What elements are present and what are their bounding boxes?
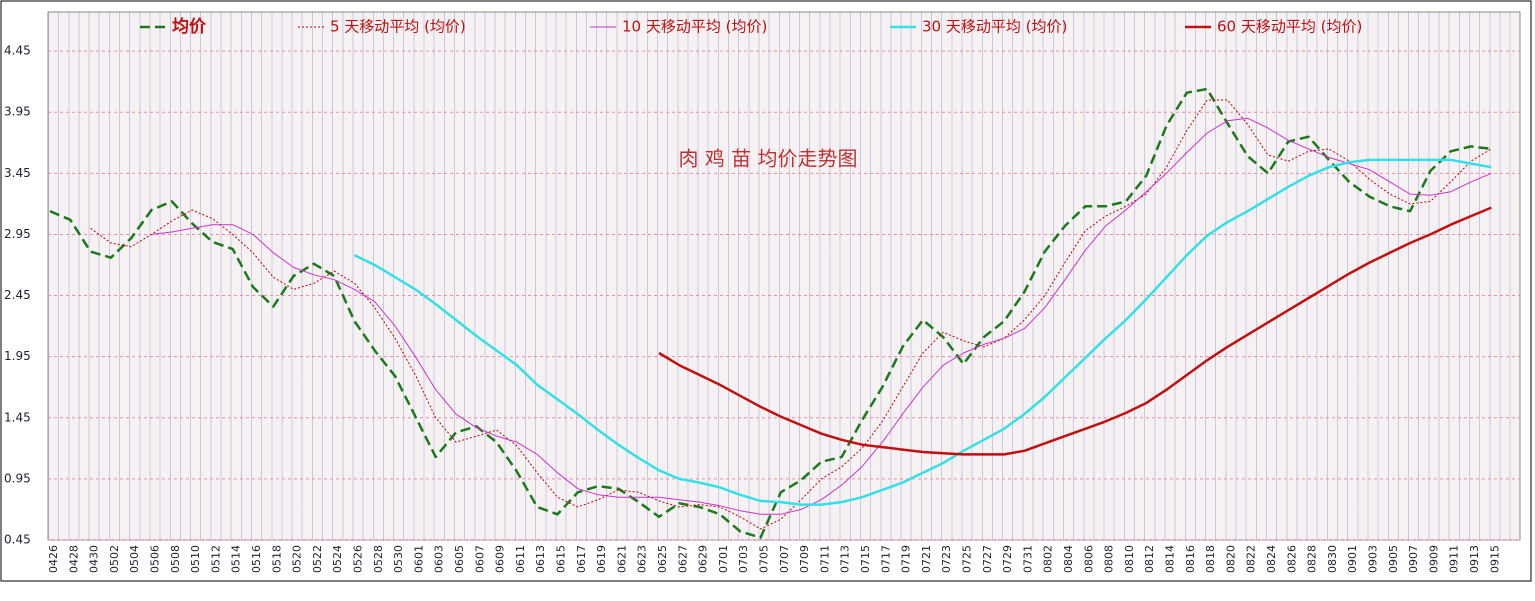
legend-label: 均价 (172, 16, 207, 37)
plot-bg (48, 12, 1520, 540)
y-tick-label: 3.95 (4, 105, 31, 119)
x-tick-label: 0526 (352, 545, 365, 573)
x-tick-label: 0814 (1164, 545, 1177, 573)
x-tick-label: 0802 (1042, 545, 1055, 573)
x-tick-label: 0810 (1123, 545, 1136, 573)
x-tick-label: 0508 (169, 545, 182, 573)
x-tick-label: 0709 (798, 545, 811, 573)
x-tick-label: 0826 (1285, 545, 1298, 573)
x-tick-label: 0601 (412, 545, 425, 573)
x-tick-label: 0512 (209, 545, 222, 573)
x-tick-label: 0808 (1103, 545, 1116, 573)
x-tick-label: 0518 (270, 545, 283, 573)
x-tick-label: 0629 (697, 545, 710, 573)
plot-border (47, 11, 1521, 541)
y-tick-label: 2.45 (4, 288, 31, 302)
series-line (49, 87, 1492, 539)
legend-label: 5 天移动平均 (均价) (330, 18, 466, 36)
x-tick-label: 0621 (615, 545, 628, 573)
x-tick-label: 0822 (1245, 545, 1258, 573)
x-tick-label: 0828 (1306, 545, 1319, 573)
x-tick-label: 0701 (717, 545, 730, 573)
x-tick-label: 0514 (230, 545, 243, 573)
x-tick-label: 0717 (879, 545, 892, 573)
x-tick-label: 0830 (1326, 545, 1339, 573)
x-tick-label: 0719 (900, 545, 913, 573)
y-tick-label: 3.45 (4, 166, 31, 180)
x-tick-label: 0711 (818, 545, 831, 573)
legend-label: 10 天移动平均 (均价) (622, 18, 767, 36)
x-tick-label: 0703 (737, 545, 750, 573)
x-tick-label: 0627 (676, 545, 689, 573)
x-tick-label: 0729 (1001, 545, 1014, 573)
x-tick-label: 0725 (961, 545, 974, 573)
x-tick-label: 0705 (758, 545, 771, 573)
x-tick-label: 0909 (1427, 545, 1440, 573)
y-tick-label: 0.95 (4, 471, 31, 485)
x-tick-label: 0520 (291, 545, 304, 573)
x-tick-label: 0524 (331, 545, 344, 573)
x-tick-label: 0731 (1021, 545, 1034, 573)
x-tick-label: 0613 (534, 545, 547, 573)
x-tick-label: 0713 (839, 545, 852, 573)
chart-title: 肉 鸡 苗 均价走势图 (678, 147, 857, 171)
x-tick-label: 0901 (1346, 545, 1359, 573)
x-tick-label: 0609 (494, 545, 507, 573)
x-tick-label: 0516 (250, 545, 263, 573)
x-tick-label: 0818 (1204, 545, 1217, 573)
x-tick-label: 0506 (149, 545, 162, 573)
series-line (151, 117, 1492, 515)
x-tick-label: 0824 (1265, 545, 1278, 573)
x-tick-label: 0707 (778, 545, 791, 573)
x-tick-label: 0528 (372, 545, 385, 573)
x-tick-label: 0623 (636, 545, 649, 573)
x-tick-label: 0522 (311, 545, 324, 573)
x-tick-label: 0806 (1082, 545, 1095, 573)
x-tick-label: 0605 (453, 545, 466, 573)
x-tick-label: 0907 (1407, 545, 1420, 573)
x-tick-label: 0820 (1224, 545, 1237, 573)
x-tick-label: 0816 (1184, 545, 1197, 573)
x-tick-label: 0723 (940, 545, 953, 573)
x-tick-label: 0911 (1448, 545, 1461, 573)
legend-label: 30 天移动平均 (均价) (922, 18, 1067, 36)
x-tick-label: 0619 (595, 545, 608, 573)
x-tick-label: 0804 (1062, 545, 1075, 573)
x-tick-label: 0913 (1468, 545, 1481, 573)
y-tick-label: 4.45 (4, 44, 31, 58)
y-tick-label: 1.95 (4, 349, 31, 363)
y-tick-label: 1.45 (4, 410, 31, 424)
x-tick-label: 0502 (108, 545, 121, 573)
x-tick-label: 0915 (1488, 545, 1501, 573)
series-line (658, 206, 1492, 456)
x-tick-label: 0625 (656, 545, 669, 573)
x-tick-label: 0615 (555, 545, 568, 573)
x-tick-label: 0721 (920, 545, 933, 573)
x-tick-label: 0715 (859, 545, 872, 573)
legend-label: 60 天移动平均 (均价) (1217, 18, 1362, 36)
y-tick-label: 0.45 (4, 533, 31, 547)
x-tick-label: 0426 (47, 545, 60, 573)
x-tick-label: 0903 (1367, 545, 1380, 573)
x-tick-label: 0611 (514, 545, 527, 573)
x-tick-label: 0617 (575, 545, 588, 573)
x-tick-label: 0510 (189, 545, 202, 573)
x-tick-label: 0530 (392, 545, 405, 573)
x-tick-label: 0430 (88, 545, 101, 573)
y-tick-label: 2.95 (4, 227, 31, 241)
x-tick-label: 0504 (128, 545, 141, 573)
x-tick-label: 0603 (433, 545, 446, 573)
series-line (353, 158, 1492, 506)
x-tick-label: 0428 (67, 545, 80, 573)
frame (0, 0, 1532, 582)
x-tick-label: 0727 (981, 545, 994, 573)
x-tick-label: 0607 (473, 545, 486, 573)
x-tick-label: 0905 (1387, 545, 1400, 573)
x-tick-label: 0812 (1143, 545, 1156, 573)
